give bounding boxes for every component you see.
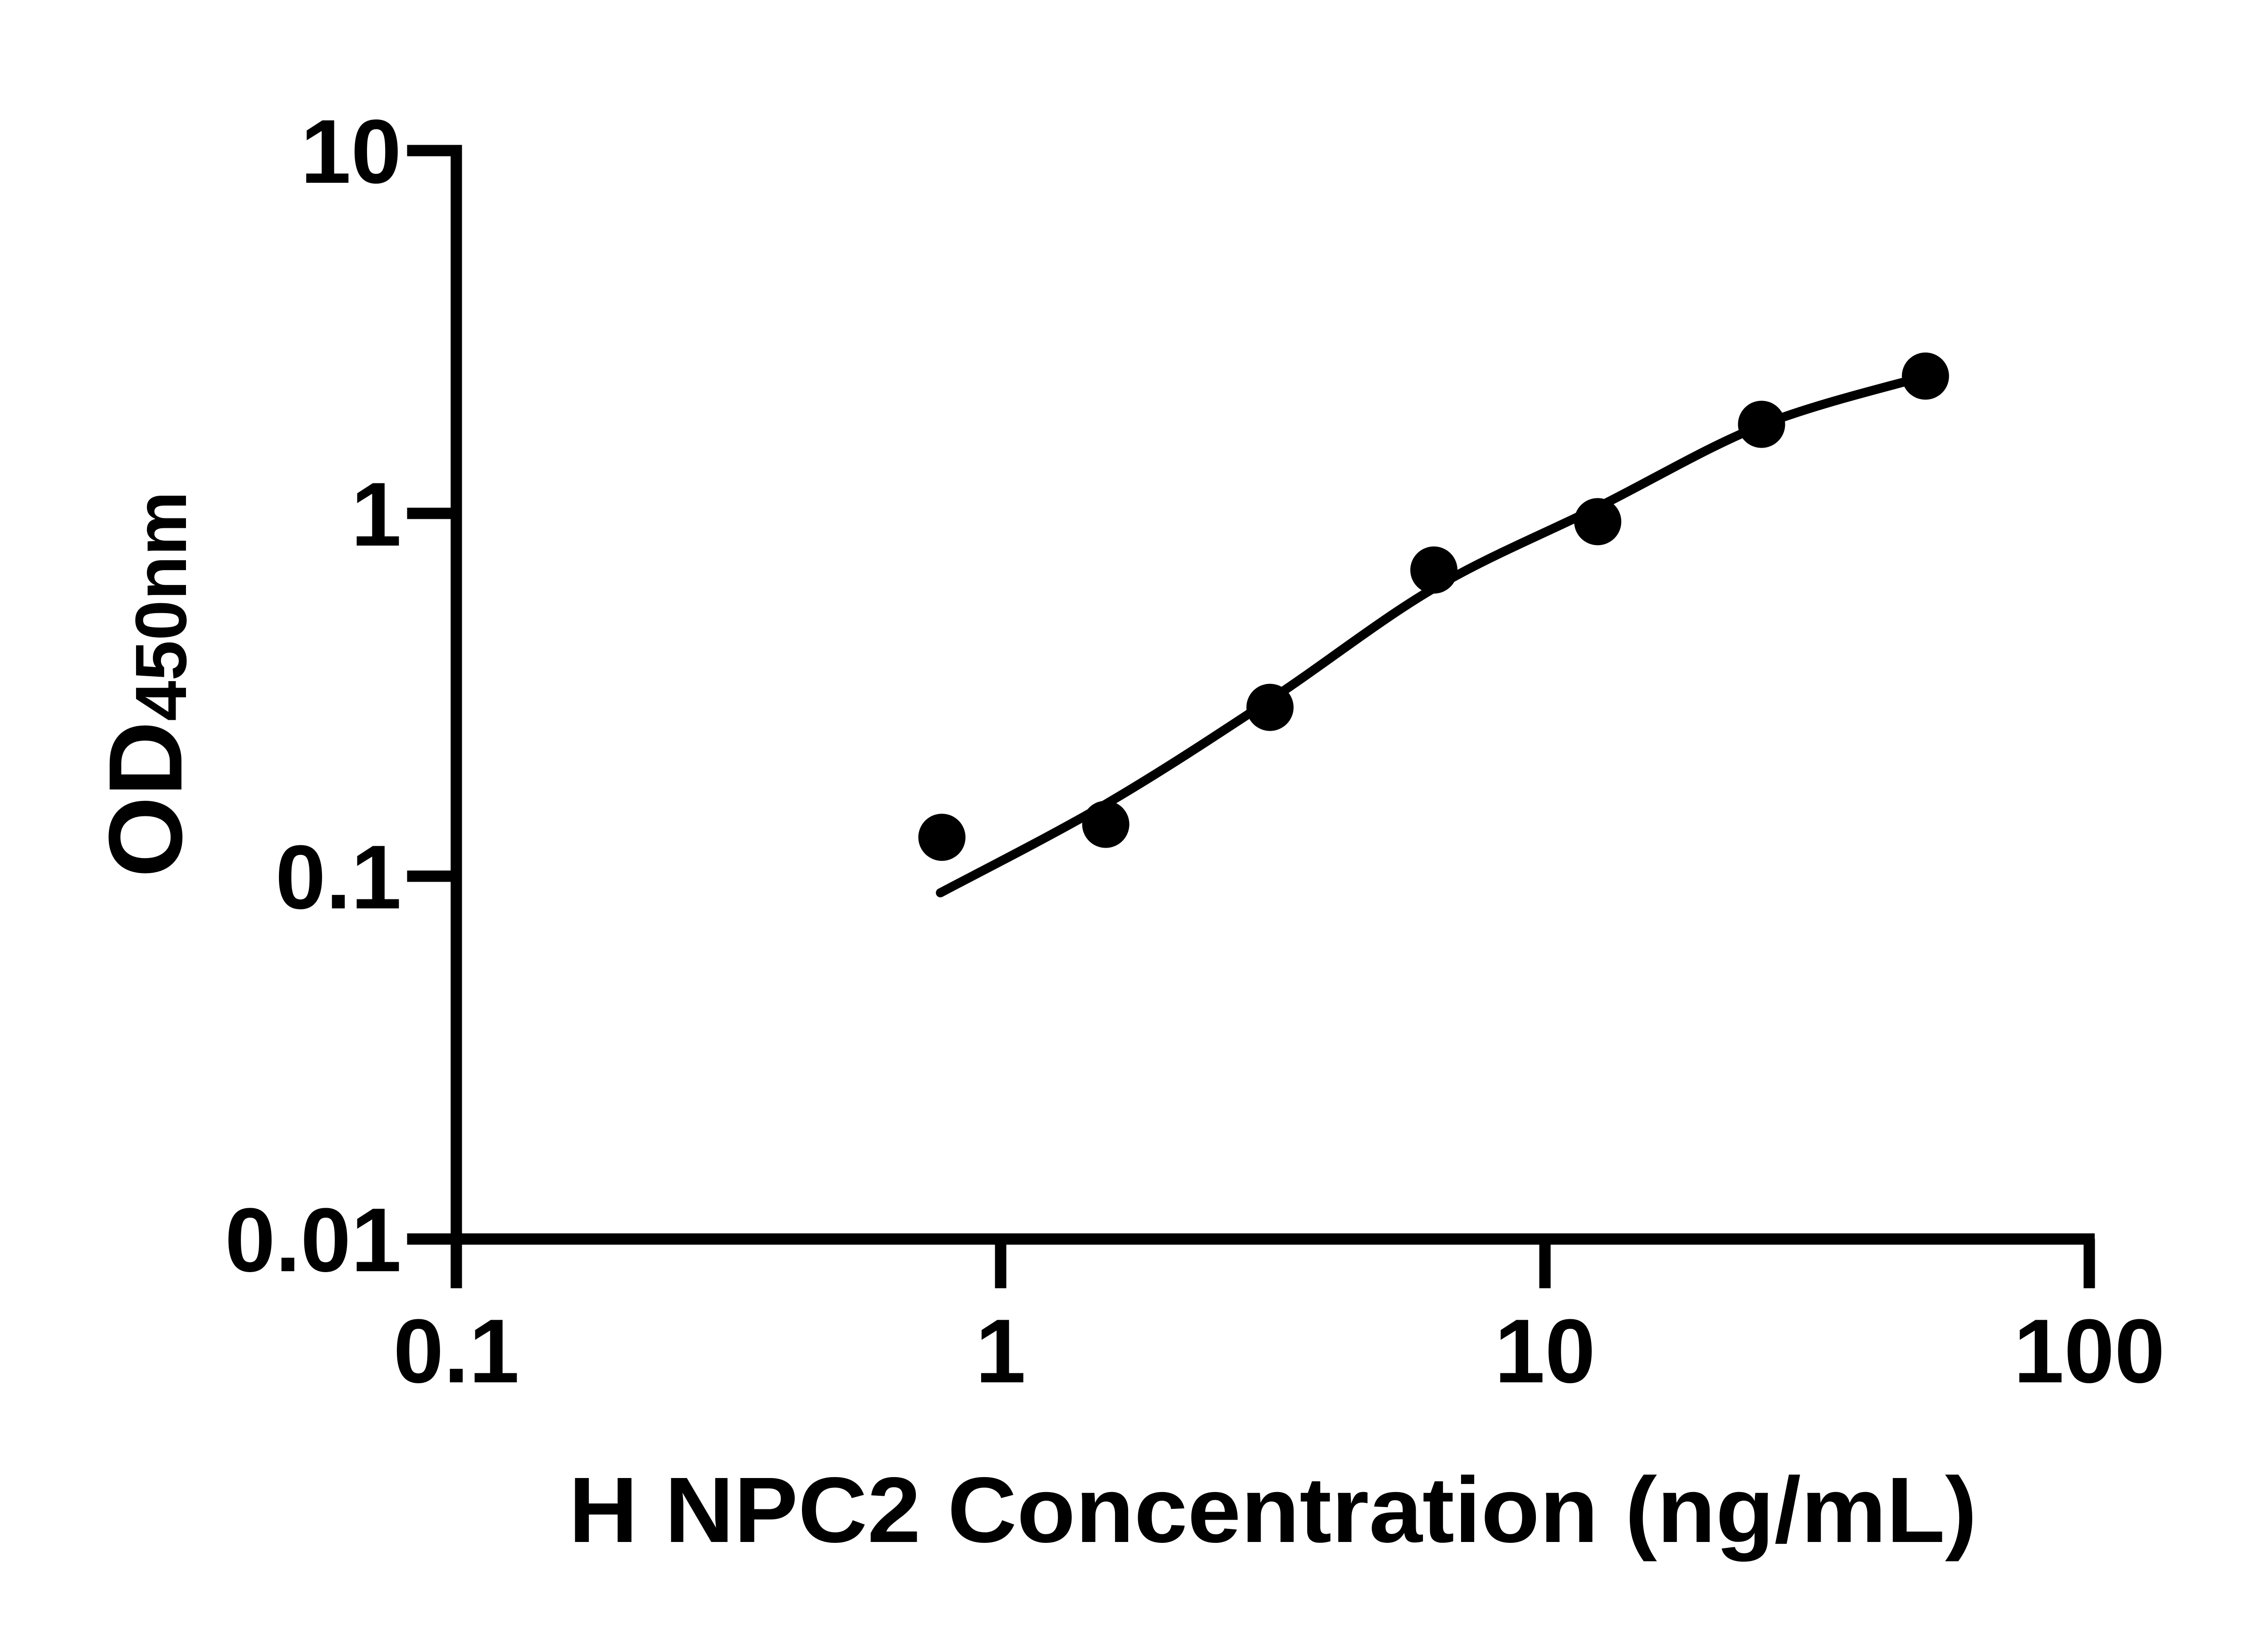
x-axis-title: H NPC2 Concentration (ng/mL) xyxy=(569,1458,1977,1562)
x-tick-label: 10 xyxy=(1495,1301,1595,1402)
y-tick-label: 0.1 xyxy=(275,827,401,928)
y-axis-title-subscript: 450nm xyxy=(120,491,201,721)
data-point xyxy=(1082,800,1129,848)
data-point xyxy=(918,814,966,861)
x-tick-label: 100 xyxy=(2014,1301,2165,1402)
data-point xyxy=(1738,400,1785,448)
y-axis-ticks xyxy=(407,145,456,1245)
data-points-group xyxy=(918,352,1949,861)
data-point xyxy=(1574,498,1622,546)
data-point xyxy=(1246,683,1294,731)
axes xyxy=(411,145,2095,1245)
data-point xyxy=(1901,352,1949,400)
y-tick-label: 0.01 xyxy=(225,1190,401,1291)
x-axis-tick-labels: 0.1 1 10 100 xyxy=(393,1301,2165,1402)
y-axis-tick-labels: 0.01 0.1 1 10 xyxy=(225,101,401,1291)
y-axis-title-main: OD xyxy=(87,721,204,878)
x-axis-ticks xyxy=(450,1239,2095,1288)
y-axis-title: OD450nm xyxy=(87,491,204,878)
y-tick-label: 1 xyxy=(351,464,401,565)
data-point xyxy=(1410,546,1458,594)
x-tick-label: 0.1 xyxy=(393,1301,519,1402)
y-tick-label: 10 xyxy=(301,101,401,202)
x-tick-label: 1 xyxy=(975,1301,1026,1402)
